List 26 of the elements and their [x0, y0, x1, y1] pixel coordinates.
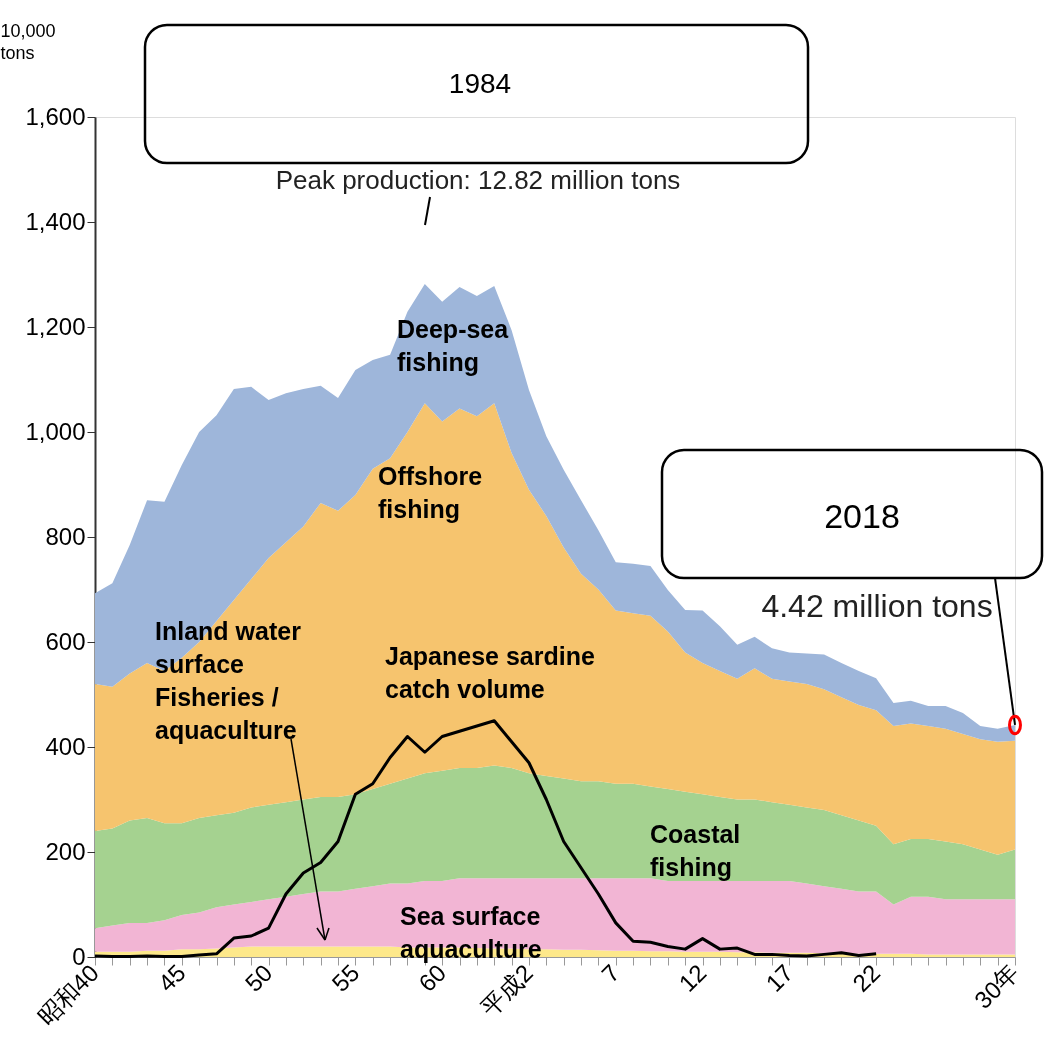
text: Inland water surface Fisheries / aquaculture — [155, 617, 302, 744]
y-tick-label: 400 — [45, 732, 86, 760]
series-label: Deep-sea fishing — [397, 315, 510, 376]
x-tick-label: 17 — [760, 958, 799, 997]
x-tick-label: 45 — [152, 958, 191, 997]
y-tick-label: 1,600 — [25, 102, 86, 130]
x-tick-label: 55 — [326, 958, 365, 997]
x-tick-label: 50 — [239, 958, 278, 997]
annotation: Peak production: 12.82 million tons — [275, 165, 681, 195]
series-label: Coastal fishing — [650, 820, 741, 881]
x-tick-label: 30年 — [969, 958, 1024, 1014]
y-tick-label: 800 — [45, 522, 86, 550]
series-label: Offshore fishing — [378, 462, 483, 523]
annotation: 4.42 million tons — [761, 588, 993, 624]
y-tick-label: 600 — [45, 627, 86, 655]
x-tick-label: 7 — [596, 958, 625, 988]
x-tick-label: 22 — [847, 958, 886, 997]
y-tick-label: 1,200 — [25, 312, 86, 340]
series-label: Japanese sardine catch volume — [385, 642, 595, 703]
y-tick-label: 1,000 — [25, 417, 86, 445]
text: 1984 — [448, 68, 512, 99]
y-axis-title: 10,000 tons — [0, 20, 56, 63]
y-tick-label: 1,400 — [25, 207, 86, 235]
y-tick-label: 200 — [45, 837, 86, 865]
annotation: 2018 — [824, 497, 900, 535]
x-tick-label: 12 — [673, 958, 712, 997]
